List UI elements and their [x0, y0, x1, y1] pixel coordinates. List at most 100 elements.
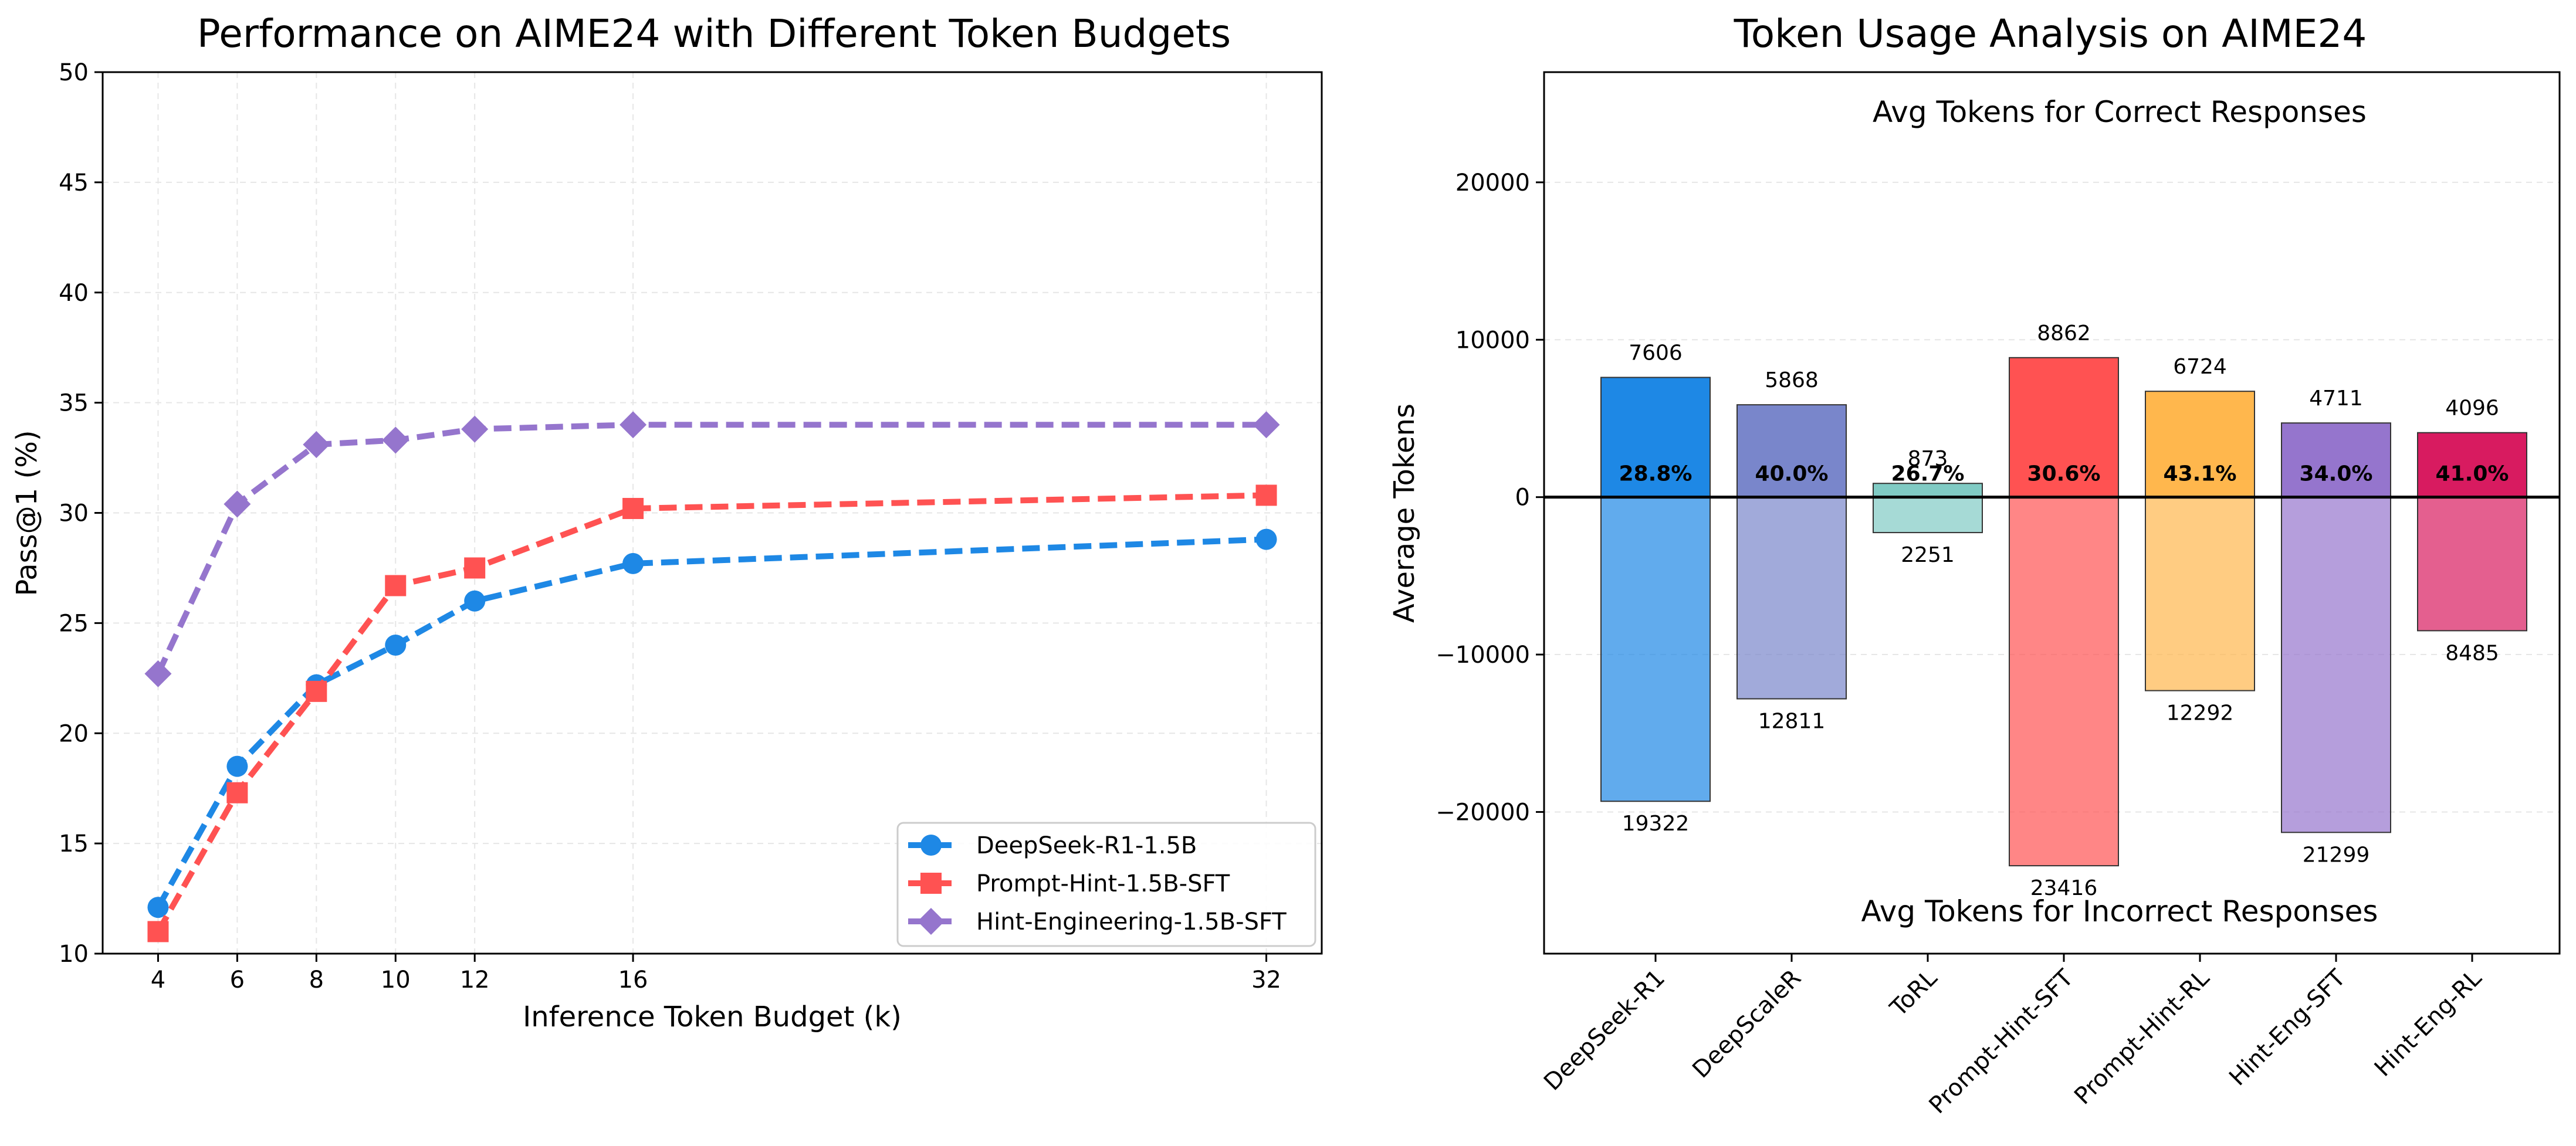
x-tick-label: 32 [1251, 967, 1281, 994]
line-chart-frame [101, 71, 1323, 955]
bar-correct-tokens [1600, 377, 1711, 498]
data-point [382, 426, 409, 454]
bar-correct-tokens [1736, 404, 1847, 498]
bar-correct-tokens [2145, 391, 2255, 498]
y-tick-label: 20 [59, 720, 89, 747]
y-tick-label: 25 [59, 610, 89, 637]
bar-chart-frame [1543, 71, 2561, 955]
incorrect-value-label: 19322 [1622, 812, 1690, 836]
data-point [147, 921, 169, 942]
line-chart-y-ticks: 10 15 20 25 30 35 40 45 50 [59, 59, 103, 968]
bar-correct-tokens [2281, 422, 2391, 498]
x-tick-label: DeepSeek-R1 [1539, 965, 1670, 1096]
legend-marker [920, 835, 942, 856]
line-chart-x-axis-label: Inference Token Budget (k) [523, 1001, 902, 1033]
line-chart-panel: Performance on AIME24 with Different Tok… [11, 11, 1323, 1033]
accuracy-label: 28.8% [1619, 462, 1692, 486]
series-line [155, 422, 1267, 675]
x-tick-label: Prompt-Hint-SFT [1924, 964, 2079, 1119]
bar-chart-panel: Token Usage Analysis on AIME24 −20000 −10… [1388, 11, 2561, 1119]
y-tick-label: 15 [59, 830, 89, 857]
correct-value-label: 6724 [2173, 355, 2227, 379]
data-point [144, 660, 172, 687]
line-chart-title: Performance on AIME24 with Different Tok… [197, 11, 1231, 56]
y-tick-label: 0 [1515, 484, 1530, 511]
accuracy-label: 43.1% [2164, 462, 2237, 486]
accuracy-label: 34.0% [2300, 462, 2373, 486]
series-prompt-hint-1-5b-sft [147, 484, 1277, 942]
correct-value-label: 4096 [2445, 396, 2499, 421]
legend-marker [920, 873, 942, 894]
x-tick-label: 6 [230, 967, 245, 994]
incorrect-value-label: 12811 [1758, 709, 1826, 733]
bar-incorrect-tokens [2145, 496, 2255, 691]
accuracy-label: 40.0% [1755, 462, 1829, 486]
line-chart-series [144, 411, 1280, 942]
data-point [461, 415, 489, 443]
x-tick-label: ToRL [1885, 964, 1943, 1022]
data-point [226, 755, 248, 777]
data-point [147, 897, 169, 918]
data-point [303, 431, 330, 459]
bar-incorrect-tokens [1873, 496, 1983, 534]
line-chart-legend: DeepSeek-R1-1.5B Prompt-Hint-1.5B-SFT Hint… [896, 822, 1316, 947]
series-hint-engineering-1-5b-sft [144, 411, 1280, 687]
data-point [385, 634, 407, 656]
data-point [306, 680, 327, 702]
data-point [620, 411, 647, 439]
bar-incorrect-tokens [2417, 496, 2527, 632]
y-tick-label: 10 [59, 941, 89, 968]
data-point [464, 590, 486, 612]
data-point [1253, 411, 1280, 439]
y-tick-label: 30 [59, 500, 89, 527]
bar-chart-y-ticks: −20000 −10000 0 10000 20000 [1436, 169, 1544, 826]
x-tick-label: DeepScaleR [1687, 965, 1806, 1084]
correct-value-label: 873 [1908, 447, 1948, 471]
legend-label: Prompt-Hint-1.5B-SFT [976, 870, 1230, 897]
bar-incorrect-tokens [2009, 496, 2119, 867]
data-point [226, 782, 248, 803]
line-chart-y-axis-label: Pass@1 (%) [11, 430, 43, 596]
y-tick-label: 10000 [1455, 327, 1530, 354]
legend-label: DeepSeek-R1-1.5B [976, 832, 1197, 859]
x-tick-label: 10 [381, 967, 411, 994]
data-point [622, 497, 644, 519]
data-point [385, 575, 407, 596]
bar-incorrect-tokens [1600, 496, 1711, 802]
data-point [1255, 484, 1277, 506]
bar-correct-tokens [2417, 432, 2527, 498]
incorrect-value-label: 2251 [1901, 543, 1955, 567]
bar-group-hint-eng-sft: 4711 21299 34.0% [2281, 386, 2391, 867]
bar-group-hint-eng-rl: 4096 8485 41.0% [2417, 396, 2527, 665]
legend-marker [918, 908, 945, 935]
legend-box [896, 822, 1316, 947]
y-tick-label: 40 [59, 280, 89, 307]
bar-correct-tokens [2009, 357, 2119, 498]
bar-chart-title: Token Usage Analysis on AIME24 [1734, 11, 2367, 56]
bar-group-torl: 873 2251 26.7% [1873, 447, 1983, 567]
correct-value-label: 4711 [2309, 386, 2363, 411]
line-chart-x-ticks: 4 6 8 10 12 16 32 [151, 954, 1281, 994]
x-tick-label: 4 [151, 967, 165, 994]
incorrect-value-label: 23416 [2030, 876, 2098, 900]
data-point [224, 490, 251, 518]
bar-group-prompt-hint-sft: 8862 23416 30.6% [2009, 321, 2119, 900]
y-tick-label: 20000 [1455, 169, 1530, 196]
accuracy-label: 30.6% [2027, 462, 2101, 486]
line-chart-grid [103, 72, 1322, 954]
bar-chart-y-axis-label: Average Tokens [1388, 404, 1421, 623]
y-tick-label: −10000 [1436, 642, 1530, 669]
accuracy-label: 26.7% [1891, 462, 1965, 486]
y-tick-label: −20000 [1436, 799, 1530, 826]
bar-chart-bars: 7606 19322 28.8% 5868 12811 40.0% 873 2251 26.7%… [1544, 321, 2560, 900]
x-tick-label: 12 [460, 967, 490, 994]
accuracy-label: 41.0% [2436, 462, 2509, 486]
bar-incorrect-tokens [1736, 496, 1847, 700]
annotation-incorrect-responses: Avg Tokens for Incorrect Responses [1861, 894, 2378, 928]
annotation-correct-responses: Avg Tokens for Correct Responses [1873, 95, 2367, 129]
bar-chart-x-ticks: DeepSeek-R1 DeepScaleR ToRLPrompt-Hint-SFT… [1539, 954, 2487, 1119]
x-tick-label: 16 [618, 967, 648, 994]
y-tick-label: 45 [59, 169, 89, 196]
data-point [464, 557, 486, 579]
